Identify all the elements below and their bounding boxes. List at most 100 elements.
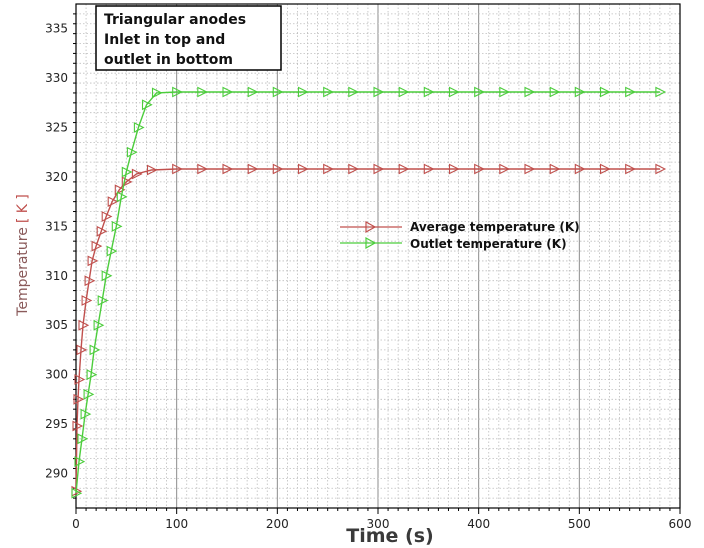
data-point-marker xyxy=(91,240,103,252)
data-point-marker xyxy=(126,146,138,158)
data-point-marker xyxy=(474,86,485,98)
data-point-marker xyxy=(655,163,667,175)
data-point-marker xyxy=(398,86,410,98)
data-point-marker xyxy=(247,86,259,98)
x-tick-label: 300 xyxy=(367,517,390,531)
tick-labels: 0 100 200 300 400 500 600 290 295 300 305 310 315 320… xyxy=(45,22,691,531)
data-point-marker xyxy=(77,433,89,445)
data-point-marker xyxy=(423,86,435,98)
data-point-marker xyxy=(97,295,109,306)
y-tick-label: 315 xyxy=(45,219,68,233)
data-point-marker xyxy=(323,86,334,98)
data-point-marker xyxy=(96,225,108,237)
data-point-marker xyxy=(74,456,86,467)
data-point-marker xyxy=(625,163,636,175)
data-point-marker xyxy=(272,86,284,98)
data-point-marker xyxy=(106,245,118,257)
data-point-marker xyxy=(146,164,158,176)
data-point-marker xyxy=(93,319,105,331)
data-point-marker xyxy=(549,163,561,175)
data-point-marker xyxy=(373,163,385,175)
data-point-marker xyxy=(574,163,586,175)
x-tick-label: 200 xyxy=(266,517,289,531)
data-point-marker xyxy=(222,86,234,98)
y-tick-label: 330 xyxy=(45,71,68,85)
data-point-marker xyxy=(499,86,511,98)
x-tick-label: 600 xyxy=(669,517,692,531)
data-point-marker xyxy=(297,163,309,175)
data-point-marker xyxy=(87,255,99,267)
data-point-marker xyxy=(107,196,119,207)
data-point-marker xyxy=(76,344,88,356)
data-point-marker xyxy=(197,163,209,175)
data-point-marker xyxy=(323,163,334,175)
data-point-marker xyxy=(80,408,92,420)
y-tick-label: 325 xyxy=(45,121,68,135)
legend-marker-outlet xyxy=(365,236,377,250)
data-point-marker xyxy=(81,295,93,306)
data-point-marker xyxy=(247,163,259,175)
data-point-marker xyxy=(655,86,667,98)
data-point-marker xyxy=(116,191,128,203)
annotation-box: Triangular anodes Inlet in top and outle… xyxy=(95,5,282,71)
y-axis-title-text: Temperature xyxy=(15,227,31,317)
y-tick-label: 300 xyxy=(45,368,68,382)
data-point-marker xyxy=(348,163,360,175)
grid xyxy=(76,4,680,508)
data-point-marker xyxy=(448,163,460,175)
y-tick-label: 310 xyxy=(45,269,68,283)
data-point-marker xyxy=(599,163,611,175)
data-point-marker xyxy=(549,86,561,98)
data-point-marker xyxy=(86,369,98,380)
data-point-marker xyxy=(114,184,126,196)
data-point-marker xyxy=(197,86,209,98)
data-point-marker xyxy=(599,86,611,98)
data-point-marker xyxy=(297,86,309,98)
annotation-line-2: Inlet in top and xyxy=(104,32,225,48)
series-1 xyxy=(71,86,667,499)
data-point-marker xyxy=(89,344,101,356)
legend: Average temperature (K) Outlet temperatu… xyxy=(340,220,580,251)
data-point-marker xyxy=(448,86,460,98)
data-point-marker xyxy=(78,319,90,331)
data-point-marker xyxy=(101,270,113,282)
data-point-marker xyxy=(423,163,435,175)
x-axis-title: Time (s) xyxy=(346,525,433,547)
axes xyxy=(73,3,681,514)
legend-label-average: Average temperature (K) xyxy=(410,220,580,234)
data-point-marker xyxy=(83,389,95,400)
legend-label-outlet: Outlet temperature (K) xyxy=(410,237,567,251)
data-point-marker xyxy=(74,374,86,385)
data-point-marker xyxy=(133,122,145,133)
data-point-marker xyxy=(574,86,586,98)
data-point-marker xyxy=(73,393,85,405)
annotation-line-3: outlet in bottom xyxy=(104,52,233,68)
data-point-marker xyxy=(524,86,536,98)
series xyxy=(71,86,667,499)
data-point-marker xyxy=(121,166,133,178)
data-point-marker xyxy=(101,211,113,222)
data-point-marker xyxy=(72,420,84,432)
data-point-marker xyxy=(151,87,163,99)
data-point-marker xyxy=(172,163,183,175)
data-point-marker xyxy=(131,168,143,180)
x-tick-label: 400 xyxy=(467,517,490,531)
data-point-marker xyxy=(474,163,485,175)
data-point-marker xyxy=(84,275,96,287)
data-point-marker xyxy=(272,163,284,175)
y-tick-label: 335 xyxy=(45,22,68,36)
y-tick-label: 305 xyxy=(45,318,68,332)
y-axis-title-unit: [ K ] xyxy=(15,194,31,223)
series-0 xyxy=(71,163,667,497)
x-tick-label: 500 xyxy=(568,517,591,531)
data-point-marker xyxy=(524,163,536,175)
data-point-marker xyxy=(348,86,360,98)
series-line xyxy=(75,168,660,492)
data-point-marker xyxy=(172,86,183,98)
y-tick-label: 295 xyxy=(45,417,68,431)
annotation-line-1: Triangular anodes xyxy=(104,12,246,28)
legend-marker-average xyxy=(365,220,377,234)
data-point-marker xyxy=(499,163,511,175)
y-tick-label: 290 xyxy=(45,466,68,480)
